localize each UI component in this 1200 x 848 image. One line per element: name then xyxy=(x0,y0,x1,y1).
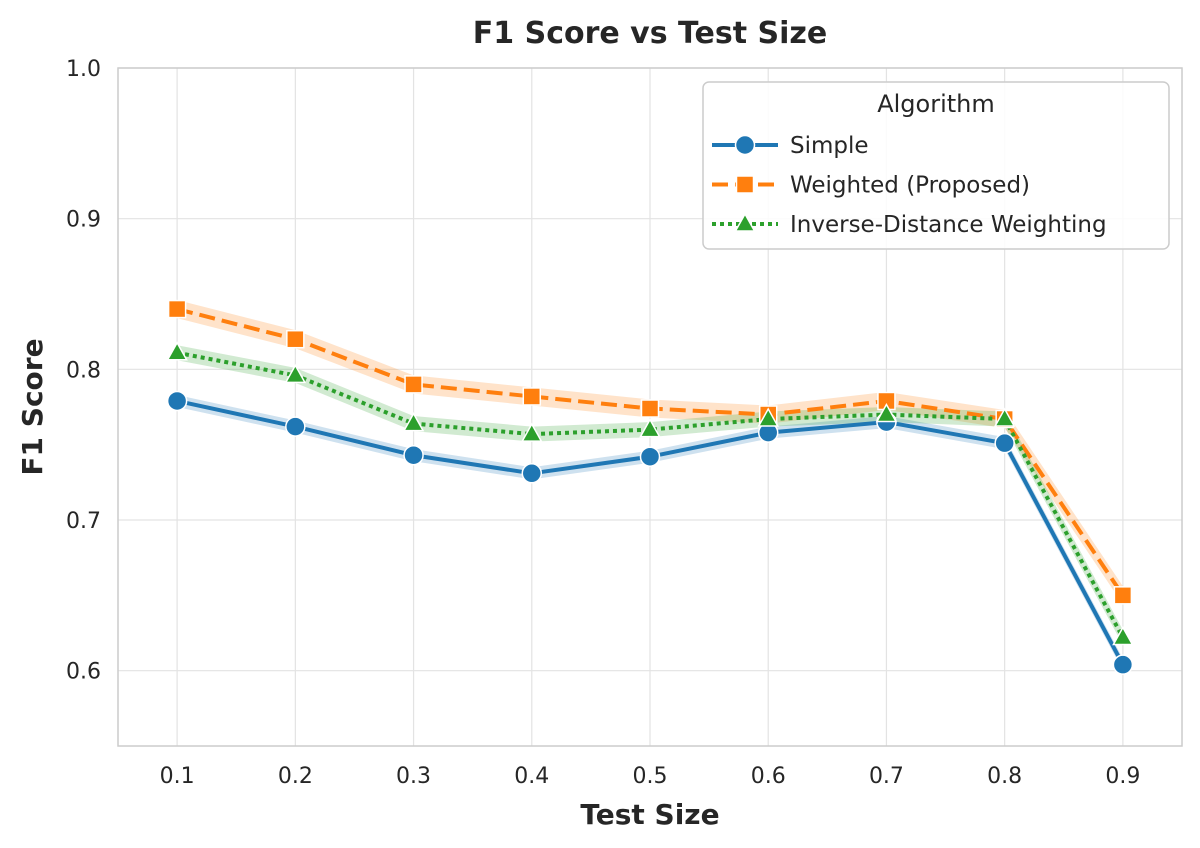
point-weighted-proposed xyxy=(286,329,305,349)
legend-marker-simple xyxy=(734,134,756,156)
chart-title: F1 Score vs Test Size xyxy=(473,16,827,51)
point-simple xyxy=(994,432,1015,454)
point-weighted-proposed xyxy=(522,387,542,406)
y-tick-label: 0.7 xyxy=(66,509,101,534)
legend-label-simple: Simple xyxy=(790,133,869,159)
legend-label-inverse-distance-weighting: Inverse-Distance Weighting xyxy=(790,212,1107,238)
x-tick-label: 0.1 xyxy=(160,764,195,789)
legend-marker-weighted-proposed xyxy=(735,175,755,194)
point-inverse-distance-weighting xyxy=(402,412,425,432)
series-markers xyxy=(166,299,1134,675)
y-axis-ticks: 0.6 0.7 0.8 0.9 1.0 xyxy=(66,57,101,685)
legend-title: Algorithm xyxy=(877,90,995,118)
x-tick-label: 0.3 xyxy=(396,764,431,789)
y-tick-label: 1.0 xyxy=(66,57,101,82)
x-tick-label: 0.8 xyxy=(987,764,1022,789)
point-inverse-distance-weighting xyxy=(639,418,661,438)
x-tick-label: 0.4 xyxy=(514,764,549,789)
y-axis-label: F1 Score xyxy=(16,338,49,475)
point-simple xyxy=(639,446,661,467)
legend-entries: Simple Weighted (Proposed) Inverse-Distanc… xyxy=(712,133,1107,238)
x-tick-label: 0.2 xyxy=(278,764,313,789)
point-weighted-proposed xyxy=(1113,586,1133,605)
legend-box xyxy=(702,81,1170,250)
point-simple xyxy=(1112,654,1134,675)
point-simple xyxy=(285,416,306,437)
legend-label-weighted-proposed: Weighted (Proposed) xyxy=(790,173,1030,199)
point-simple xyxy=(166,390,188,412)
x-tick-label: 0.5 xyxy=(633,764,668,789)
y-tick-label: 0.6 xyxy=(66,660,101,685)
x-tick-label: 0.7 xyxy=(869,764,904,789)
plot-area-frame xyxy=(117,67,1183,747)
x-tick-label: 0.9 xyxy=(1105,764,1140,789)
point-simple xyxy=(521,463,543,484)
x-tick-label: 0.6 xyxy=(751,764,786,789)
point-inverse-distance-weighting xyxy=(284,363,307,384)
series-line-inverse-distance-weighting xyxy=(176,350,1125,639)
point-inverse-distance-weighting xyxy=(993,407,1016,427)
legend-marker-inverse-distance-weighting xyxy=(734,212,756,232)
point-simple xyxy=(403,444,424,466)
point-inverse-distance-weighting xyxy=(1112,625,1134,646)
point-weighted-proposed xyxy=(404,375,423,394)
point-inverse-distance-weighting xyxy=(166,341,188,361)
x-axis-ticks: 0.1 0.2 0.3 0.4 0.5 0.6 0.7 0.8 0.9 xyxy=(160,764,1141,789)
point-inverse-distance-weighting xyxy=(875,402,898,423)
y-tick-label: 0.9 xyxy=(66,208,101,233)
x-axis-label: Test Size xyxy=(580,798,719,831)
y-tick-label: 0.8 xyxy=(66,358,101,383)
point-weighted-proposed xyxy=(167,299,187,319)
point-inverse-distance-weighting xyxy=(520,422,543,442)
legend: Algorithm Simple Weighted (Proposed) Inver… xyxy=(702,81,1170,250)
point-inverse-distance-weighting xyxy=(757,407,780,427)
point-weighted-proposed xyxy=(640,399,660,418)
